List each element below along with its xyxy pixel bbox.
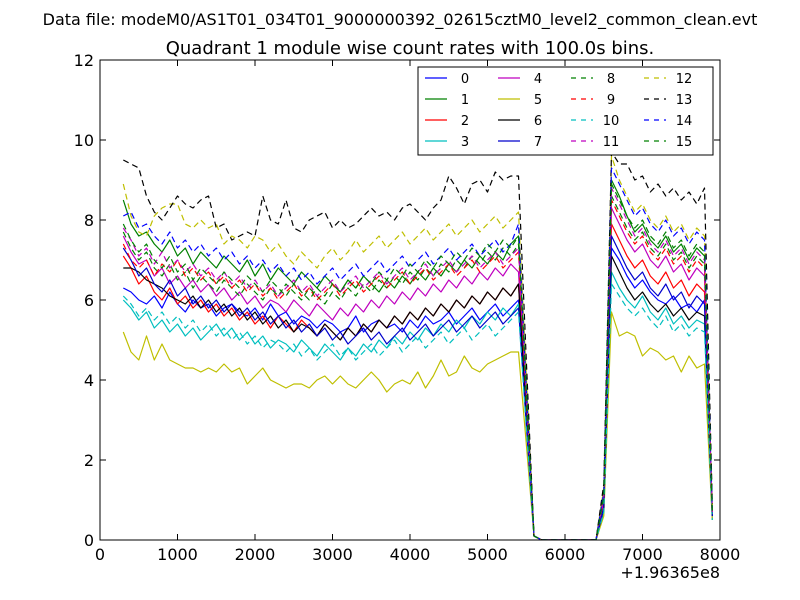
y-tick-label: 12 [74, 51, 94, 70]
x-tick-label: 3000 [312, 545, 353, 564]
y-tick-label: 2 [84, 451, 94, 470]
legend-frame [417, 66, 714, 156]
legend-label-1: 1 [461, 93, 469, 108]
series-line-14 [123, 167, 713, 540]
x-axis-offset: +1.96365e8 [620, 563, 720, 582]
legend-label-12: 12 [676, 72, 693, 87]
series-line-12 [122, 155, 713, 540]
series-line-6 [123, 255, 713, 540]
legend-label-3: 3 [461, 135, 469, 150]
series-line-3 [122, 271, 713, 540]
series-line-0 [123, 247, 713, 540]
axis-ticks: 0 1000 2000 3000 4000 5000 6000 7000 80000246810… [74, 51, 741, 564]
series-line-11 [122, 187, 713, 540]
series-line-7 [122, 235, 713, 540]
legend-label-8: 8 [607, 72, 615, 87]
y-tick-label: 6 [84, 291, 94, 310]
y-tick-label: 4 [84, 371, 94, 390]
legend-label-0: 0 [461, 72, 469, 87]
y-tick-label: 0 [84, 531, 94, 550]
y-tick-label: 10 [74, 131, 94, 150]
series-layer [122, 151, 713, 540]
series-line-9 [122, 199, 713, 540]
legend-label-7: 7 [534, 135, 542, 150]
x-tick-label: 7000 [622, 545, 663, 564]
legend-label-4: 4 [534, 72, 542, 87]
series-line-5 [122, 311, 713, 540]
legend-label-11: 11 [603, 135, 620, 150]
x-tick-label: 8000 [700, 545, 741, 564]
legend-label-2: 2 [461, 114, 469, 129]
suptitle: Data file: modeM0/AS1T01_034T01_90000003… [43, 10, 758, 30]
x-tick-label: 4000 [390, 545, 431, 564]
series-line-15 [122, 183, 713, 540]
x-tick-label: 6000 [545, 545, 586, 564]
x-tick-label: 1000 [157, 545, 198, 564]
series-line-10 [122, 283, 713, 540]
legend-label-13: 13 [676, 93, 693, 108]
x-tick-label: 0 [95, 545, 105, 564]
x-tick-label: 2000 [235, 545, 276, 564]
legend-label-5: 5 [534, 93, 542, 108]
chart-title: Quadrant 1 module wise count rates with … [166, 38, 655, 59]
y-tick-label: 8 [84, 211, 94, 230]
legend-label-9: 9 [607, 93, 615, 108]
legend-label-10: 10 [603, 114, 620, 129]
legend-label-15: 15 [676, 135, 693, 150]
legend-label-6: 6 [534, 114, 542, 129]
x-tick-label: 5000 [467, 545, 508, 564]
series-line-4 [122, 207, 713, 540]
series-line-8 [122, 195, 713, 540]
legend-label-14: 14 [676, 114, 693, 129]
series-line-13 [123, 151, 713, 540]
